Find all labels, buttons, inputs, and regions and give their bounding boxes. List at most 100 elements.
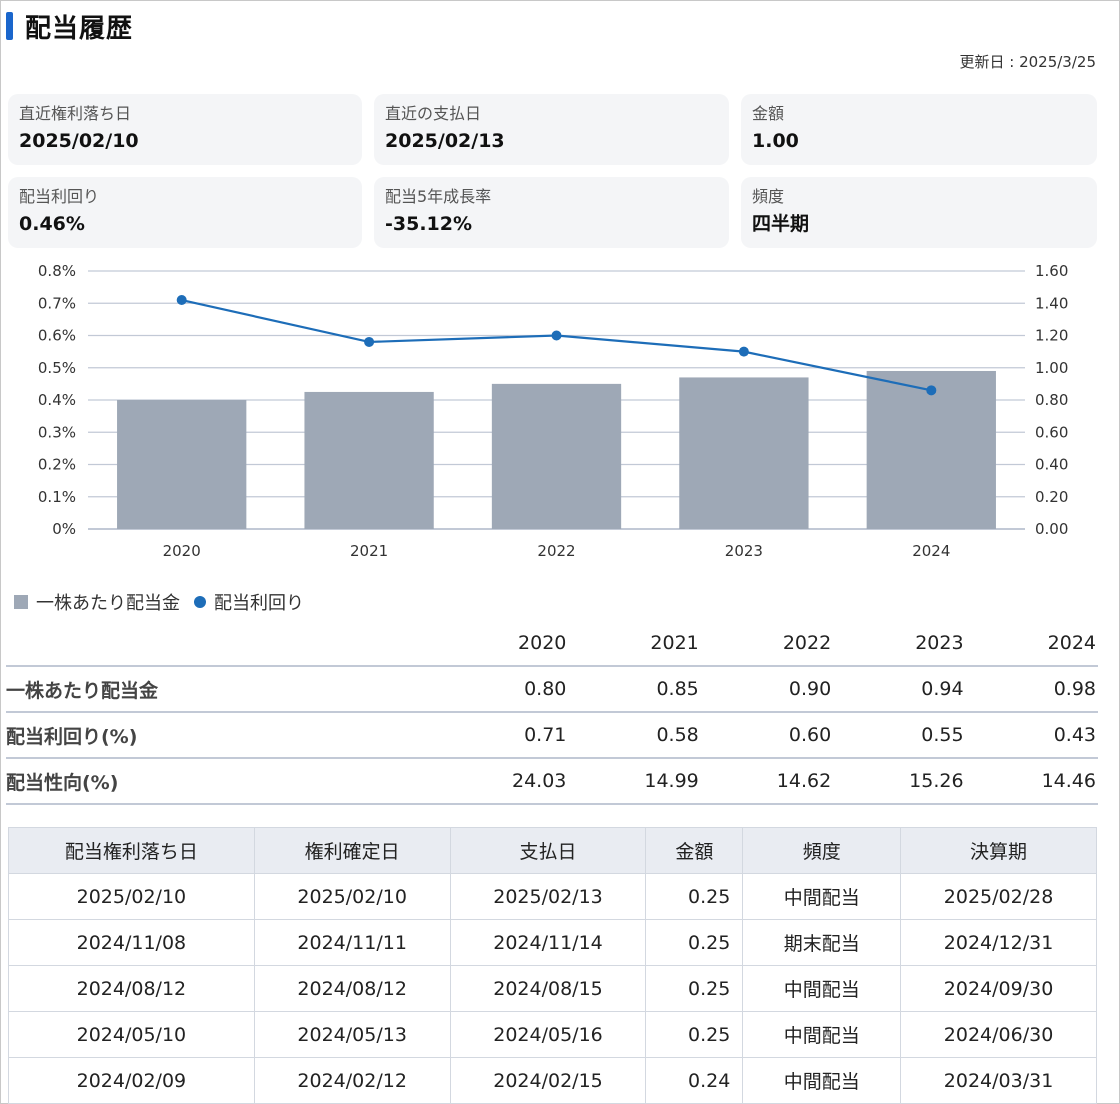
row-label: 配当性向(%) <box>6 758 436 805</box>
page-title: 配当履歴 <box>25 13 134 44</box>
table-cell: 0.58 <box>568 712 701 759</box>
table-cell: 2024/11/11 <box>253 919 451 966</box>
table-cell: 15.26 <box>833 758 966 805</box>
table-cell: 2024/11/08 <box>8 919 255 966</box>
table-cell: 0.85 <box>568 666 701 713</box>
dividend-chart: 0% 0.00 0.1% 0.20 0.2% 0.40 0.3% 0.60 0.4% 0.80 0.… <box>38 262 1069 560</box>
table-cell: 2024/05/16 <box>449 1011 647 1058</box>
table-cell: 14.99 <box>568 758 701 805</box>
card-value: 0.46% <box>19 213 85 235</box>
table-cell: 中間配当 <box>742 965 902 1012</box>
table-cell: 0.94 <box>833 666 966 713</box>
x-axis-tick-label: 2024 <box>912 542 950 560</box>
dividend-summary-table: 2020 2021 2022 2023 2024 一株あたり配当金 0.80 0… <box>6 620 1098 805</box>
card-value: 2025/02/10 <box>19 130 139 152</box>
card-label: 直近の支払日 <box>385 104 482 123</box>
table-cell: 2024/02/15 <box>449 1057 647 1104</box>
yield-line <box>181 298 932 392</box>
column-header: 支払日 <box>449 827 647 874</box>
card-value: -35.12% <box>385 213 473 235</box>
year-header: 2023 <box>833 620 966 667</box>
yield-point <box>364 336 375 347</box>
column-header: 金額 <box>645 827 744 874</box>
summary-row-yield: 配当利回り(%) 0.71 0.58 0.60 0.55 0.43 <box>6 712 1098 759</box>
title-accent-bar <box>6 12 13 40</box>
yield-point <box>926 385 937 396</box>
table-cell: 2025/02/28 <box>900 873 1097 920</box>
bar <box>117 400 247 529</box>
left-axis-tick-label: 0.4% <box>38 391 76 409</box>
table-cell: 2024/11/14 <box>449 919 647 966</box>
card-value: 1.00 <box>752 130 799 152</box>
card-last-ex-date: 直近権利落ち日 2025/02/10 <box>8 94 362 165</box>
table-cell: 2025/02/10 <box>253 873 451 920</box>
year-header: 2021 <box>568 620 701 667</box>
bar <box>304 391 434 529</box>
table-cell: 2024/05/10 <box>8 1011 255 1058</box>
yield-point <box>551 330 562 341</box>
bar <box>679 377 809 529</box>
table-row: 2024/05/10 2024/05/13 2024/05/16 0.25 中間… <box>8 1011 1097 1058</box>
table-cell: 2024/06/30 <box>900 1011 1097 1058</box>
table-cell: 14.62 <box>700 758 834 805</box>
legend-line-label: 配当利回り <box>214 593 304 614</box>
x-axis-tick-label: 2023 <box>725 542 763 560</box>
table-row: 2024/02/09 2024/02/12 2024/02/15 0.24 中間… <box>8 1057 1097 1104</box>
table-cell: 0.25 <box>645 1011 744 1058</box>
bar <box>491 383 622 529</box>
table-cell: 0.43 <box>965 712 1098 759</box>
table-cell: 0.25 <box>645 965 744 1012</box>
table-cell: 2024/02/09 <box>8 1057 255 1104</box>
table-row: 2024/11/08 2024/11/11 2024/11/14 0.25 期末… <box>8 919 1097 966</box>
table-cell: 0.98 <box>965 666 1098 713</box>
legend-bar-swatch <box>14 595 28 609</box>
left-axis-tick-label: 0.3% <box>38 423 76 441</box>
card-5y-growth: 配当5年成長率 -35.12% <box>374 177 729 248</box>
table-row: 2025/02/10 2025/02/10 2025/02/13 0.25 中間… <box>8 873 1097 920</box>
yield-point <box>176 295 187 306</box>
column-header: 決算期 <box>900 827 1097 874</box>
table-cell: 2025/02/10 <box>8 873 255 920</box>
table-cell: 2024/12/31 <box>900 919 1097 966</box>
table-cell: 2024/08/15 <box>449 965 647 1012</box>
table-cell: 中間配当 <box>742 1057 902 1104</box>
table-cell: 0.55 <box>833 712 966 759</box>
legend-bar-label: 一株あたり配当金 <box>36 593 180 614</box>
table-cell: 中間配当 <box>742 873 902 920</box>
chart-legend: 一株あたり配当金 配当利回り <box>14 589 304 615</box>
right-axis-tick-label: 1.20 <box>1035 327 1068 345</box>
year-header: 2020 <box>436 620 569 667</box>
row-label: 配当利回り(%) <box>6 712 436 759</box>
yield-point <box>738 346 749 357</box>
row-label: 一株あたり配当金 <box>6 666 436 713</box>
table-row: 2024/08/12 2024/08/12 2024/08/15 0.25 中間… <box>8 965 1097 1012</box>
right-axis-tick-label: 0.00 <box>1035 520 1068 538</box>
card-last-pay-date: 直近の支払日 2025/02/13 <box>374 94 729 165</box>
table-cell: 2024/08/12 <box>253 965 451 1012</box>
summary-row-payout: 配当性向(%) 24.03 14.99 14.62 15.26 14.46 <box>6 758 1098 805</box>
left-axis-tick-label: 0% <box>52 520 76 538</box>
summary-row-dps: 一株あたり配当金 0.80 0.85 0.90 0.94 0.98 <box>6 666 1098 713</box>
card-value: 2025/02/13 <box>385 130 505 152</box>
table-cell: 2024/02/12 <box>253 1057 451 1104</box>
table-cell: 0.80 <box>436 666 569 713</box>
left-axis-tick-label: 0.2% <box>38 456 76 474</box>
table-cell: 期末配当 <box>742 919 902 966</box>
table-cell: 2024/09/30 <box>900 965 1097 1012</box>
summary-cards: 直近権利落ち日 2025/02/10 直近の支払日 2025/02/13 金額 … <box>8 94 1097 248</box>
history-header-row: 配当権利落ち日 権利確定日 支払日 金額 頻度 決算期 <box>8 827 1097 874</box>
card-dividend-yield: 配当利回り 0.46% <box>8 177 362 248</box>
year-header: 2024 <box>965 620 1098 667</box>
section-header: 配当履歴 <box>6 10 134 44</box>
table-cell: 0.60 <box>700 712 834 759</box>
table-cell: 2024/03/31 <box>900 1057 1097 1104</box>
card-label: 配当5年成長率 <box>385 187 492 206</box>
card-label: 直近権利落ち日 <box>19 104 132 123</box>
table-cell: 2024/05/13 <box>253 1011 451 1058</box>
x-axis-tick-label: 2021 <box>350 542 388 560</box>
card-label: 金額 <box>752 104 785 123</box>
table-cell: 中間配当 <box>742 1011 902 1058</box>
updated-date: 更新日 : 2025/3/25 <box>959 53 1096 71</box>
table-cell: 0.71 <box>436 712 569 759</box>
card-frequency: 頻度 四半期 <box>741 177 1097 248</box>
